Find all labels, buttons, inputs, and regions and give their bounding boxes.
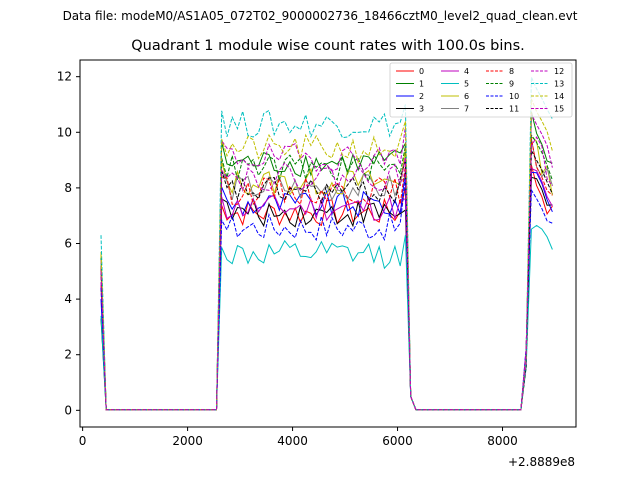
series-line-6 — [100, 135, 553, 411]
legend-label-12: 12 — [554, 67, 564, 76]
series-line-8 — [100, 138, 553, 411]
legend-label-13: 13 — [554, 80, 564, 89]
legend-label-4: 4 — [464, 67, 469, 76]
legend-label-1: 1 — [419, 80, 424, 89]
chart-title: Quadrant 1 module wise count rates with … — [131, 38, 525, 54]
series-line-10 — [100, 179, 553, 411]
series-line-12 — [100, 113, 553, 411]
series-line-4 — [100, 167, 553, 411]
legend-label-7: 7 — [464, 105, 469, 114]
y-tick-label: 6 — [64, 237, 72, 251]
plot-area — [100, 76, 553, 411]
legend-label-14: 14 — [554, 92, 564, 101]
series-lines — [100, 76, 553, 411]
series-line-13 — [100, 76, 553, 411]
series-line-5 — [100, 224, 553, 411]
series-line-1 — [100, 111, 553, 411]
series-line-7 — [100, 138, 553, 411]
legend-label-11: 11 — [509, 105, 519, 114]
y-tick-label: 10 — [57, 125, 72, 139]
series-line-3 — [100, 176, 553, 411]
legend-label-6: 6 — [464, 92, 469, 101]
series-line-15 — [100, 136, 553, 411]
series-line-9 — [100, 133, 553, 411]
legend-label-5: 5 — [464, 80, 469, 89]
x-tick-label: 6000 — [382, 434, 413, 448]
y-tick-label: 2 — [64, 348, 72, 362]
series-line-14 — [100, 98, 553, 411]
y-tick-label: 12 — [57, 70, 72, 84]
x-tick-label: 8000 — [487, 434, 518, 448]
series-line-0 — [100, 164, 553, 411]
x-offset-label: +2.8889e8 — [508, 455, 575, 469]
legend-label-9: 9 — [509, 80, 514, 89]
legend-label-10: 10 — [509, 92, 519, 101]
legend-label-0: 0 — [419, 67, 424, 76]
y-tick-label: 4 — [64, 292, 72, 306]
legend-label-15: 15 — [554, 105, 564, 114]
legend-label-8: 8 — [509, 67, 514, 76]
series-line-2 — [100, 171, 553, 411]
legend-box — [389, 62, 573, 118]
x-tick-label: 2000 — [172, 434, 203, 448]
legend-label-2: 2 — [419, 92, 424, 101]
series-line-11 — [100, 148, 553, 411]
legend-label-3: 3 — [419, 105, 424, 114]
x-tick-label: 4000 — [277, 434, 308, 448]
x-tick-label: 0 — [79, 434, 87, 448]
y-tick-label: 0 — [64, 403, 72, 417]
figure-suptitle: Data file: modeM0/AS1A05_072T02_90000027… — [63, 9, 578, 23]
y-tick-label: 8 — [64, 181, 72, 195]
